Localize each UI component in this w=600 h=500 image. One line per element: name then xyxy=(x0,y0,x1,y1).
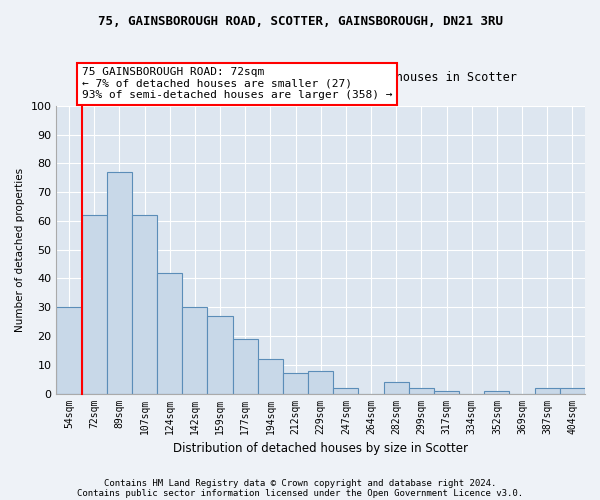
Bar xyxy=(383,382,409,394)
X-axis label: Distribution of detached houses by size in Scotter: Distribution of detached houses by size … xyxy=(173,442,468,455)
Bar xyxy=(484,390,509,394)
Bar xyxy=(82,215,107,394)
Bar xyxy=(434,390,459,394)
Text: Contains HM Land Registry data © Crown copyright and database right 2024.: Contains HM Land Registry data © Crown c… xyxy=(104,478,496,488)
Bar xyxy=(132,215,157,394)
Bar xyxy=(333,388,358,394)
Bar xyxy=(107,172,132,394)
Title: Size of property relative to detached houses in Scotter: Size of property relative to detached ho… xyxy=(125,71,517,84)
Bar xyxy=(560,388,585,394)
Bar xyxy=(157,272,182,394)
Bar xyxy=(233,339,258,394)
Y-axis label: Number of detached properties: Number of detached properties xyxy=(15,168,25,332)
Bar xyxy=(182,308,208,394)
Bar xyxy=(258,359,283,394)
Text: Contains public sector information licensed under the Open Government Licence v3: Contains public sector information licen… xyxy=(77,488,523,498)
Text: 75, GAINSBOROUGH ROAD, SCOTTER, GAINSBOROUGH, DN21 3RU: 75, GAINSBOROUGH ROAD, SCOTTER, GAINSBOR… xyxy=(97,15,503,28)
Text: 75 GAINSBOROUGH ROAD: 72sqm
← 7% of detached houses are smaller (27)
93% of semi: 75 GAINSBOROUGH ROAD: 72sqm ← 7% of deta… xyxy=(82,67,392,100)
Bar xyxy=(208,316,233,394)
Bar xyxy=(308,370,333,394)
Bar xyxy=(56,308,82,394)
Bar xyxy=(409,388,434,394)
Bar xyxy=(535,388,560,394)
Bar xyxy=(283,374,308,394)
